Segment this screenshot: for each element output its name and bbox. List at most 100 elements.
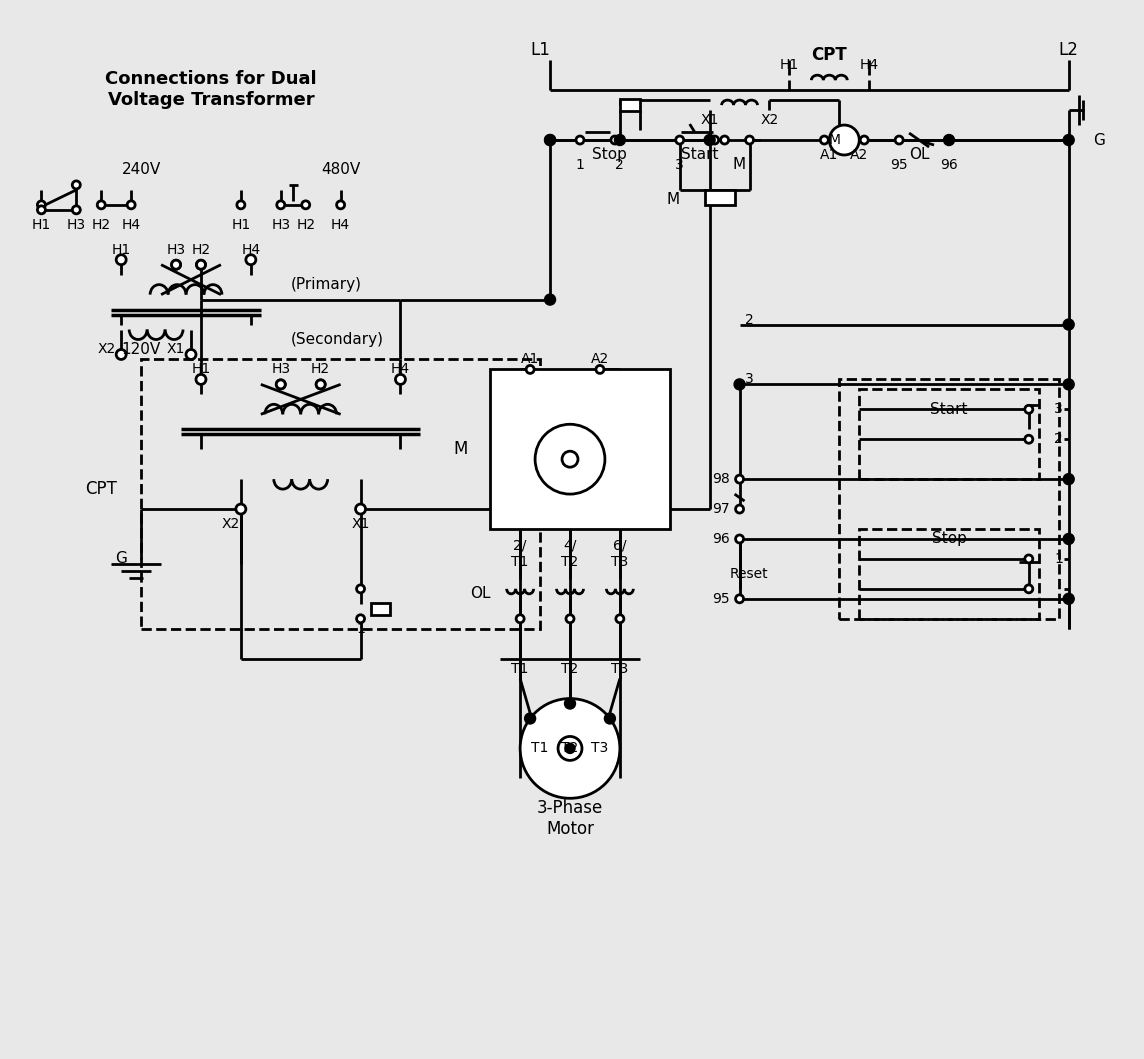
Text: H4: H4: [859, 58, 879, 72]
Circle shape: [829, 125, 859, 155]
Circle shape: [357, 615, 365, 623]
Text: 120V: 120V: [121, 342, 161, 357]
Circle shape: [516, 615, 524, 623]
Text: H2: H2: [296, 218, 316, 232]
Circle shape: [545, 134, 556, 145]
Circle shape: [196, 375, 206, 384]
Text: H4: H4: [241, 243, 261, 256]
Text: 2: 2: [745, 312, 754, 326]
Circle shape: [38, 205, 46, 214]
Circle shape: [545, 134, 556, 145]
Text: 2: 2: [1055, 432, 1063, 446]
Circle shape: [197, 261, 206, 269]
Circle shape: [316, 380, 325, 389]
Circle shape: [575, 136, 583, 144]
Circle shape: [562, 451, 578, 467]
Text: CPT: CPT: [811, 47, 848, 65]
Text: X1: X1: [167, 342, 185, 357]
Circle shape: [117, 349, 126, 359]
Circle shape: [895, 136, 903, 144]
Text: M: M: [453, 441, 468, 459]
Circle shape: [1063, 319, 1074, 330]
Text: 6/
T3: 6/ T3: [611, 539, 628, 569]
Text: M: M: [828, 133, 841, 147]
Text: OL: OL: [908, 147, 929, 162]
Circle shape: [396, 375, 405, 384]
Text: 97: 97: [712, 502, 730, 516]
Text: Start: Start: [681, 147, 718, 162]
Text: T1: T1: [511, 662, 529, 676]
Text: H1: H1: [780, 58, 799, 72]
Text: 96: 96: [712, 532, 730, 546]
Text: 1/
L1: 1/ L1: [511, 370, 529, 399]
Circle shape: [277, 201, 285, 209]
Circle shape: [615, 615, 623, 623]
Circle shape: [197, 261, 206, 269]
Text: 95: 95: [890, 158, 908, 172]
Text: (Secondary): (Secondary): [291, 333, 383, 347]
Bar: [141, 359, 540, 629]
Bar: [620, 100, 639, 111]
Text: H3: H3: [167, 243, 185, 256]
Text: Connections for Dual
Voltage Transformer: Connections for Dual Voltage Transformer: [105, 70, 317, 109]
Circle shape: [117, 255, 126, 265]
Text: H2: H2: [92, 218, 111, 232]
Circle shape: [526, 365, 534, 374]
Text: 1: 1: [356, 622, 365, 635]
Circle shape: [316, 380, 325, 389]
Circle shape: [736, 475, 744, 483]
Text: CPT: CPT: [86, 480, 117, 498]
Text: A2: A2: [590, 353, 609, 366]
Circle shape: [1025, 555, 1033, 563]
Text: 1: 1: [1055, 552, 1063, 566]
Text: H2: H2: [311, 362, 331, 376]
Text: Start: Start: [930, 401, 968, 417]
Circle shape: [710, 136, 718, 144]
Text: G: G: [1093, 132, 1105, 147]
Circle shape: [736, 535, 744, 543]
Circle shape: [246, 255, 256, 265]
Circle shape: [277, 380, 285, 389]
Circle shape: [336, 201, 344, 209]
Circle shape: [516, 395, 524, 403]
Circle shape: [277, 380, 285, 389]
Text: X1: X1: [700, 113, 718, 127]
Circle shape: [615, 395, 623, 403]
Text: Reset: Reset: [730, 567, 769, 581]
Text: 4/
T2: 4/ T2: [562, 539, 579, 569]
Circle shape: [945, 136, 953, 144]
Text: 2: 2: [615, 158, 625, 172]
Text: X2: X2: [761, 113, 779, 127]
Text: M: M: [667, 193, 680, 208]
Circle shape: [596, 365, 604, 374]
Text: 3: 3: [745, 373, 754, 387]
Text: 98: 98: [712, 472, 730, 486]
Text: A1: A1: [820, 148, 839, 162]
Text: T3: T3: [591, 741, 609, 755]
Bar: [840, 379, 1058, 618]
Circle shape: [357, 585, 365, 593]
Text: 95: 95: [712, 592, 730, 606]
Text: T2: T2: [562, 662, 579, 676]
Circle shape: [356, 504, 366, 514]
Circle shape: [1063, 593, 1074, 605]
Circle shape: [565, 743, 575, 753]
Text: H4: H4: [121, 218, 141, 232]
Circle shape: [566, 395, 574, 403]
Text: H3: H3: [271, 218, 291, 232]
Text: 1: 1: [575, 158, 585, 172]
Text: H3: H3: [271, 362, 291, 376]
Circle shape: [746, 136, 754, 144]
Circle shape: [604, 713, 615, 724]
Circle shape: [566, 615, 574, 623]
Text: T3: T3: [611, 662, 628, 676]
Circle shape: [860, 136, 868, 144]
Text: Stop: Stop: [931, 532, 967, 546]
Circle shape: [1025, 435, 1033, 444]
Text: 2/
T1: 2/ T1: [511, 539, 529, 569]
Text: L1: L1: [530, 41, 550, 59]
Text: H4: H4: [391, 362, 410, 376]
Circle shape: [721, 136, 729, 144]
Text: 3/
L2: 3/ L2: [562, 370, 578, 399]
Text: A2: A2: [850, 148, 868, 162]
